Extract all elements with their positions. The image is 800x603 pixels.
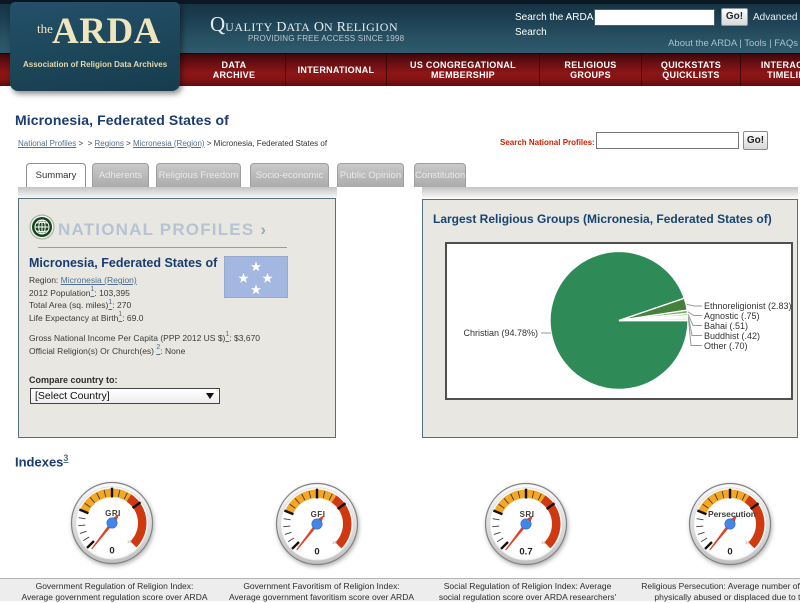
svg-text:GRI: GRI (105, 509, 121, 518)
svg-text:Agnostic (.75): Agnostic (.75) (704, 311, 760, 321)
svg-text:Ethnoreligionist (2.83): Ethnoreligionist (2.83) (704, 301, 791, 311)
svg-text:0: 0 (109, 546, 114, 557)
svg-text:Persecution: Persecution (708, 509, 756, 519)
svg-text:0: 0 (727, 547, 732, 558)
svg-text:0: 0 (314, 547, 319, 558)
svg-text:SRI: SRI (520, 510, 535, 519)
svg-text:0.7: 0.7 (519, 547, 532, 558)
svg-text:Bahai (.51): Bahai (.51) (704, 321, 748, 331)
svg-text:Buddhist (.42): Buddhist (.42) (704, 331, 760, 341)
svg-text:GFI: GFI (311, 510, 326, 519)
svg-text:Other (.70): Other (.70) (704, 341, 748, 351)
svg-text:Christian (94.78%): Christian (94.78%) (463, 328, 538, 338)
